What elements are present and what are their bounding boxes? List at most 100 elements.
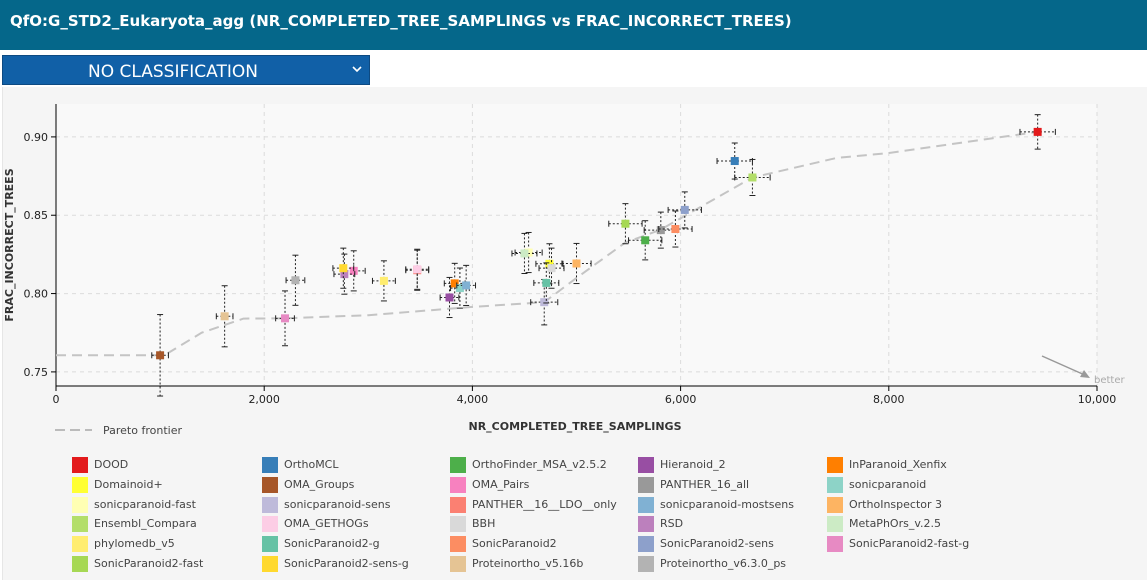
legend-label: BBH: [472, 517, 496, 531]
legend-swatch: [72, 536, 88, 553]
legend-label: PANTHER_16_all: [660, 477, 750, 491]
legend-swatch: [827, 476, 843, 493]
x-axis-label: NR_COMPLETED_TREE_SAMPLINGS: [469, 420, 682, 433]
data-point: [734, 158, 771, 196]
data-point: [332, 247, 355, 289]
x-tick-label: 8,000: [873, 393, 905, 406]
legend-label: SonicParanoid2-sens: [660, 537, 774, 551]
legend-label: MetaPhOrs_v.2.5: [849, 517, 941, 531]
y-axis-label: FRAC_INCORRECT_TREES: [3, 168, 16, 321]
data-point: [275, 290, 295, 347]
grid: [56, 104, 1098, 386]
data-point: [151, 314, 169, 397]
point-marker: [1033, 127, 1042, 136]
legend-label: OrthoMCL: [284, 458, 339, 471]
x-tick-label: 4,000: [457, 393, 489, 406]
point-marker: [542, 278, 551, 287]
legend-swatch: [450, 476, 466, 493]
data-points: [151, 114, 1056, 397]
legend-swatch: [450, 516, 466, 533]
legend-label: SonicParanoid2-g: [284, 537, 380, 551]
data-point: [405, 248, 430, 290]
legend-swatch: [450, 457, 466, 473]
legend-label: OMA_GETHOGs: [284, 517, 369, 531]
x-tick-label: 0: [53, 393, 60, 406]
data-point: [658, 210, 693, 248]
x-tick-label: 6,000: [665, 393, 697, 406]
point-marker: [445, 293, 454, 302]
data-point: [608, 203, 643, 245]
point-marker: [621, 219, 630, 228]
chevron-down-icon: [352, 66, 362, 73]
legend-swatch: [262, 476, 278, 493]
legend-label: OrthoInspector 3: [849, 497, 943, 511]
legend-swatch: [72, 556, 88, 572]
legend-label: sonicparanoid-mostsens: [660, 497, 794, 511]
data-point: [215, 285, 234, 348]
point-marker: [156, 351, 165, 360]
legend-label: Domainoid+: [94, 477, 163, 491]
legend-swatch: [638, 536, 654, 553]
data-point: [285, 254, 306, 306]
classification-select[interactable]: NO CLASSIFICATION: [2, 55, 370, 85]
data-point: [371, 260, 396, 302]
data-point: [628, 220, 663, 261]
point-marker: [547, 264, 556, 273]
data-point: [1019, 114, 1056, 150]
legend-label: OMA_Pairs: [472, 477, 530, 491]
data-point: [538, 247, 565, 289]
y-tick-label: 0.80: [24, 288, 49, 301]
legend-swatch: [262, 457, 278, 473]
legend-label: Ensembl_Compara: [94, 517, 197, 531]
y-tick-label: 0.85: [24, 209, 49, 222]
point-marker: [379, 276, 388, 285]
point-marker: [540, 298, 549, 307]
legend-swatch: [450, 496, 466, 513]
legend-swatch: [827, 496, 843, 513]
legend-swatch: [638, 496, 654, 513]
point-marker: [462, 281, 471, 290]
legend-label: InParanoid_Xenfix: [849, 458, 947, 471]
point-marker: [220, 312, 229, 321]
point-marker: [413, 265, 422, 274]
legend-label: phylomedb_v5: [94, 537, 175, 551]
legend-label: SonicParanoid2-fast: [94, 557, 204, 570]
data-point: [667, 191, 702, 229]
legend-label: PANTHER__16__LDO__only: [472, 497, 617, 511]
data-point: [533, 262, 560, 304]
point-marker: [545, 259, 554, 268]
y-tick-label: 0.75: [24, 366, 49, 379]
point-marker: [656, 226, 665, 235]
pareto-frontier-line: [55, 130, 1038, 357]
legend-label: SonicParanoid2: [472, 537, 557, 551]
legend-label: DOOD: [94, 458, 129, 471]
legend-label: SonicParanoid2-sens-g: [284, 557, 409, 570]
legend-swatch: [72, 476, 88, 493]
header-bar: QfO:G_STD2_Eukaryota_agg (NR_COMPLETED_T…: [0, 0, 1147, 50]
better-indicator: better: [1041, 355, 1125, 386]
legend-swatch: [827, 516, 843, 533]
data-point: [439, 276, 460, 319]
legend-label: sonicparanoid-fast: [94, 497, 196, 511]
point-marker: [524, 248, 533, 257]
legend-swatch: [72, 516, 88, 533]
scatter-chart: 0 2,000 4,000 6,000 8,000 10,000 0.75 0.80 0.85 0…: [3, 104, 1125, 437]
legend-swatch: [638, 457, 654, 473]
legend-label: OMA_Groups: [284, 477, 355, 491]
data-point: [530, 278, 559, 326]
legend-swatch: [638, 556, 654, 572]
data-point: [450, 267, 470, 309]
pareto-frontier: [55, 130, 1038, 357]
data-point: [561, 242, 592, 285]
legend-label: SonicParanoid2-fast-g: [849, 537, 970, 551]
legend-label: Hieranoid_2: [660, 458, 726, 471]
legend-swatch: [450, 536, 466, 553]
data-point: [514, 231, 543, 274]
chart-page-title: QfO:G_STD2_Eukaryota_agg (NR_COMPLETED_T…: [10, 12, 792, 30]
legend-swatch: [72, 457, 88, 473]
axes: 0 2,000 4,000 6,000 8,000 10,000 0.75 0.80 0.85 0…: [24, 104, 1116, 406]
legend-swatch: [638, 476, 654, 493]
classification-select-value: NO CLASSIFICATION: [88, 62, 258, 82]
legend-swatch: [262, 556, 278, 572]
x-tick-label: 2,000: [248, 393, 280, 406]
